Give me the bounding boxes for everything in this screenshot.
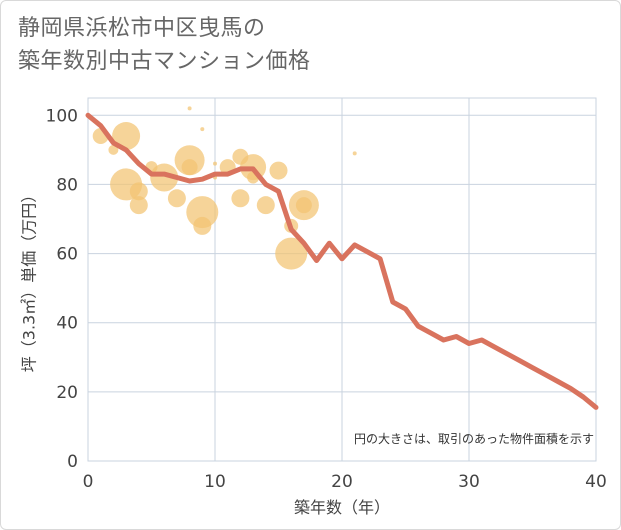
bubble-point — [213, 161, 217, 166]
chart-title-line-2: 築年数別中古マンション価格 — [18, 49, 311, 74]
y-tick-label: 100 — [46, 106, 78, 126]
x-tick-label: 40 — [585, 472, 607, 492]
x-tick-label: 30 — [458, 472, 480, 492]
x-tick-label: 0 — [83, 472, 94, 492]
y-tick-label: 80 — [56, 175, 78, 195]
bubble-point — [193, 216, 212, 235]
bubble-point — [112, 122, 141, 151]
chart-title-line-1: 静岡県浜松市中区曳馬の — [18, 16, 266, 41]
bubble-point — [108, 144, 119, 155]
y-tick-label: 40 — [56, 314, 78, 334]
grid-lines — [87, 97, 597, 462]
bubble-point — [352, 151, 357, 156]
bubble-point — [187, 106, 192, 111]
bubble-point — [275, 237, 308, 270]
line-layer — [85, 112, 599, 410]
bubble-point — [167, 189, 186, 208]
series-line — [85, 112, 599, 410]
bubble-point — [181, 159, 198, 176]
bubble-point — [129, 182, 148, 201]
x-axis-label: 築年数（年） — [294, 498, 390, 517]
bubble-point — [256, 196, 275, 215]
y-tick-label: 0 — [67, 452, 78, 472]
tick-labels: 0 10 20 30 40 0 20 40 60 80 100 — [46, 106, 607, 492]
bubble-point — [200, 127, 205, 132]
x-tick-label: 10 — [204, 472, 226, 492]
y-tick-label: 60 — [56, 245, 78, 265]
bubble-point — [186, 196, 219, 229]
chart-note: 円の大きさは、取引のあった物件面積を示す — [354, 431, 594, 446]
y-axis-label: 坪（3.3㎡）単価（万円） — [20, 187, 39, 372]
chart-title: 静岡県浜松市中区曳馬の 築年数別中古マンション価格 — [18, 12, 578, 78]
bubble-point — [269, 161, 288, 180]
bubble-point — [295, 197, 312, 214]
y-tick-label: 20 — [56, 383, 78, 403]
bubble-point — [231, 189, 250, 208]
bubble-layer — [92, 106, 357, 270]
bubble-point — [150, 163, 179, 192]
x-tick-label: 20 — [331, 472, 353, 492]
bubble-point — [129, 196, 148, 215]
